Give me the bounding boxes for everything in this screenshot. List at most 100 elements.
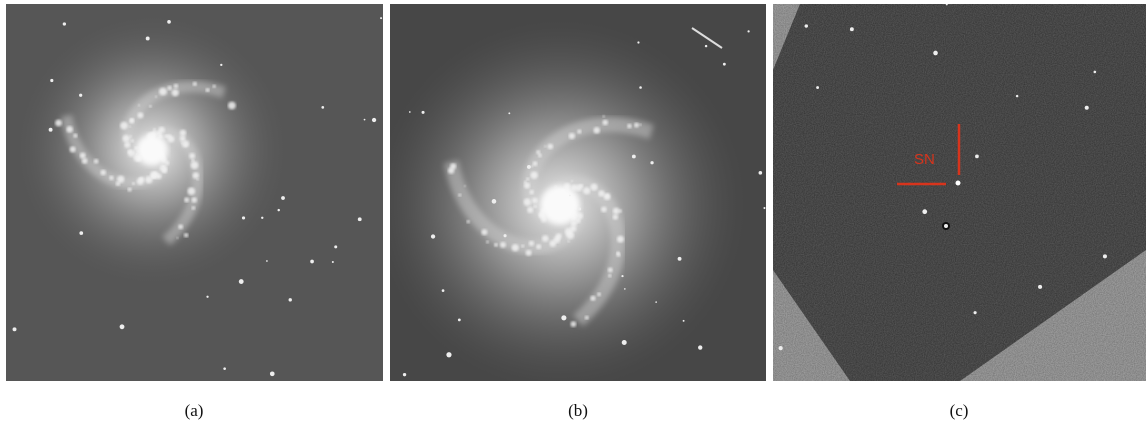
- star: [167, 20, 171, 24]
- hii-region: [585, 316, 589, 320]
- hii-region: [70, 146, 76, 152]
- hii-region: [172, 89, 179, 96]
- hii-region: [162, 168, 167, 173]
- nucleus: [136, 134, 167, 165]
- hii-region: [467, 220, 470, 223]
- star: [705, 45, 707, 47]
- hii-region: [608, 267, 613, 272]
- hii-region: [532, 198, 538, 204]
- hii-region: [192, 206, 196, 210]
- star: [759, 171, 763, 175]
- hii-region: [168, 136, 175, 143]
- star: [698, 345, 702, 349]
- star: [223, 367, 226, 370]
- hii-region: [178, 224, 183, 229]
- hii-region: [553, 236, 560, 243]
- hii-region: [590, 184, 597, 191]
- hii-region: [593, 127, 600, 134]
- hii-region: [228, 102, 236, 110]
- hii-region: [597, 292, 601, 296]
- hii-region: [82, 158, 88, 164]
- hii-region: [567, 240, 569, 242]
- star: [1103, 254, 1107, 258]
- star: [632, 155, 636, 159]
- page: SN (a) (b) (c) (() => { const data = JSO…: [0, 0, 1146, 423]
- hii-region: [534, 205, 537, 208]
- hii-region: [127, 187, 131, 191]
- hii-region: [616, 253, 620, 257]
- caption: (c): [950, 401, 969, 420]
- figure: SN (a) (b) (c): [0, 0, 1146, 423]
- star: [63, 22, 66, 25]
- hii-region: [536, 150, 540, 154]
- star: [508, 112, 510, 114]
- star: [723, 63, 726, 66]
- caption: (b): [568, 401, 588, 420]
- hii-region: [524, 198, 532, 206]
- hii-region: [536, 244, 541, 249]
- star: [933, 51, 938, 56]
- star: [206, 296, 208, 298]
- hii-region: [530, 171, 538, 179]
- hii-region: [579, 184, 583, 188]
- hii-region: [94, 159, 99, 164]
- hii-region: [120, 122, 128, 130]
- hii-region: [617, 236, 624, 243]
- hii-region: [521, 244, 524, 247]
- star: [805, 24, 808, 27]
- hii-region: [464, 185, 466, 187]
- star: [1094, 71, 1097, 74]
- star: [79, 231, 83, 235]
- hii-region: [149, 105, 152, 108]
- star: [621, 275, 623, 277]
- hii-region: [538, 154, 542, 158]
- panel-c-image: SN: [773, 3, 1146, 381]
- star: [13, 327, 17, 331]
- hii-region: [604, 193, 611, 200]
- hii-region: [613, 214, 618, 219]
- hii-region: [191, 197, 197, 203]
- hii-region: [158, 127, 165, 134]
- hii-region: [122, 135, 129, 142]
- star: [358, 217, 362, 221]
- star: [334, 245, 337, 248]
- hii-region: [185, 145, 187, 147]
- star: [446, 352, 451, 357]
- hii-region: [601, 206, 607, 212]
- hii-region: [583, 187, 590, 194]
- star: [637, 41, 639, 43]
- hii-region: [159, 88, 167, 96]
- hii-region: [138, 104, 140, 106]
- star: [763, 207, 765, 209]
- hii-region: [132, 182, 135, 185]
- hii-region: [531, 165, 533, 167]
- hii-region: [116, 182, 120, 186]
- star: [321, 106, 324, 109]
- hii-region: [570, 321, 576, 327]
- star: [281, 196, 285, 200]
- hii-region: [197, 178, 199, 180]
- hii-region: [55, 119, 62, 126]
- hii-region: [73, 134, 77, 138]
- star: [922, 209, 927, 214]
- panel-b-image: [375, 4, 766, 390]
- star: [380, 17, 382, 19]
- hii-region: [547, 144, 553, 150]
- hii-region: [124, 142, 130, 148]
- nucleus: [540, 185, 580, 225]
- hii-region: [193, 82, 197, 86]
- hii-region: [192, 172, 199, 179]
- star: [332, 261, 334, 263]
- star: [50, 79, 53, 82]
- hii-region: [613, 208, 620, 215]
- hii-region: [184, 233, 188, 237]
- star: [49, 128, 53, 132]
- hii-region: [100, 170, 106, 176]
- hii-region: [206, 88, 210, 92]
- star: [578, 207, 581, 210]
- hii-region: [512, 244, 519, 251]
- star: [266, 260, 268, 262]
- hii-region: [529, 241, 534, 246]
- hii-region: [145, 176, 153, 184]
- star: [504, 234, 507, 237]
